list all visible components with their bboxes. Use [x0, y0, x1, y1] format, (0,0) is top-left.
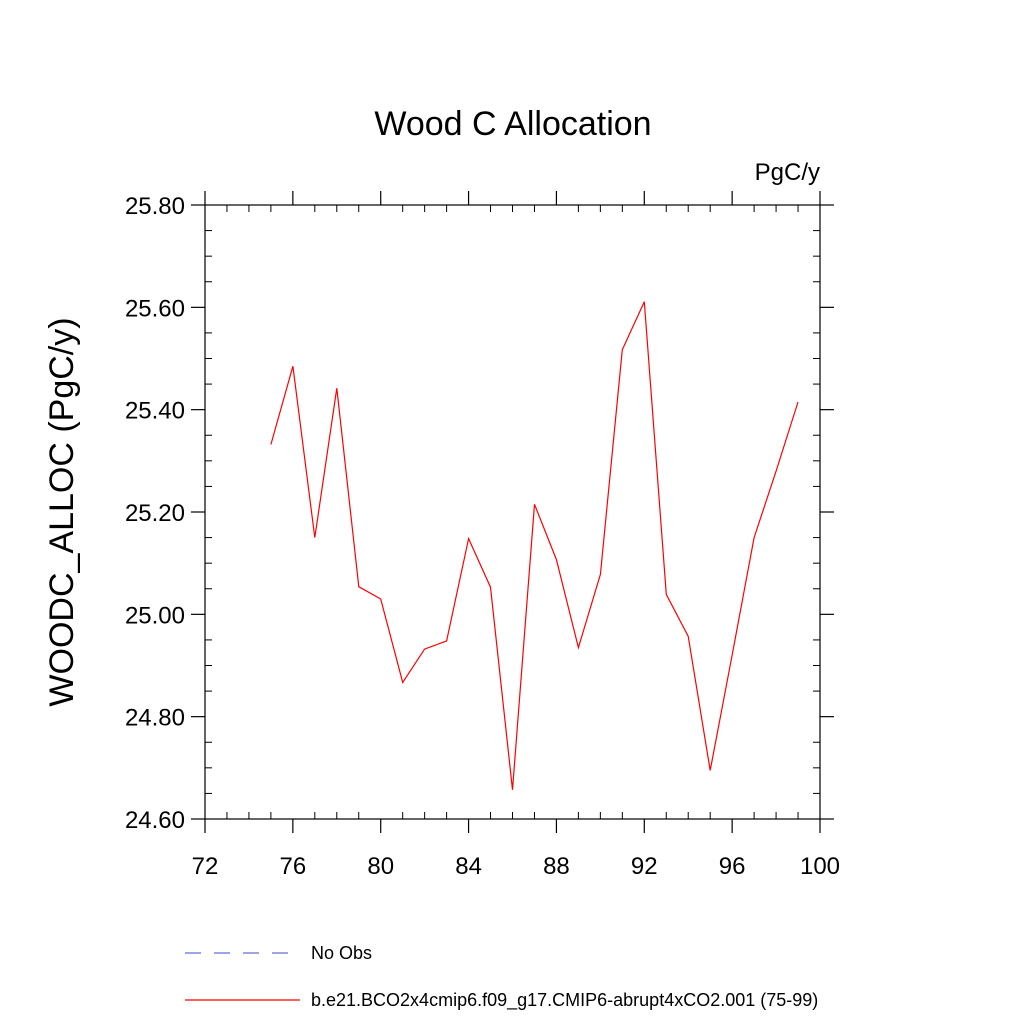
plot-frame — [204, 204, 821, 820]
x-tick-label: 96 — [719, 853, 746, 880]
y-tick-label: 24.60 — [125, 807, 185, 834]
x-tick-label: 76 — [280, 853, 307, 880]
y-tick-label: 25.60 — [125, 295, 185, 322]
legend: No Obs b.e21.BCO2x4cmip6.f09_g17.CMIP6-ab… — [185, 943, 818, 1011]
legend-label: No Obs — [311, 943, 372, 963]
x-tick-label: 88 — [543, 853, 570, 880]
legend-label: b.e21.BCO2x4cmip6.f09_g17.CMIP6-abrupt4x… — [311, 990, 818, 1011]
y-tick-label: 25.80 — [125, 193, 185, 220]
y-tick-label: 24.80 — [125, 705, 185, 732]
x-tick-label: 84 — [455, 853, 482, 880]
y-tick-label: 25.20 — [125, 500, 185, 527]
series-line — [270, 301, 799, 790]
series-layer — [270, 301, 799, 790]
y-tick-label: 25.40 — [125, 398, 185, 425]
x-tick-label: 100 — [800, 853, 840, 880]
x-tick-label: 92 — [631, 853, 658, 880]
units-label: PgC/y — [755, 159, 820, 186]
axis-ticks — [191, 191, 834, 833]
y-tick-label: 25.00 — [125, 602, 185, 629]
y-axis-label: WOODC_ALLOC (PgC/y) — [43, 317, 81, 706]
x-tick-label: 72 — [192, 853, 219, 880]
tick-labels: 72 76 80 84 88 92 96 100 24.60 24.80 25.00 25.20 25.… — [125, 193, 840, 880]
chart-title: Wood C Allocation — [374, 105, 651, 143]
x-tick-label: 80 — [367, 853, 394, 880]
